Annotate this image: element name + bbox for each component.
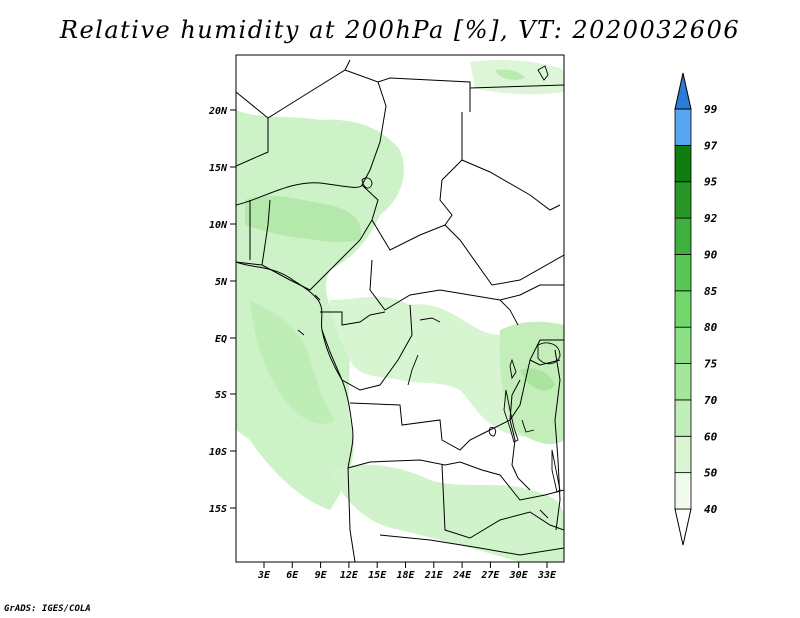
colorbar-bin bbox=[674, 435, 692, 474]
colorbar-label: 95 bbox=[704, 176, 718, 189]
colorbar-bin bbox=[674, 363, 692, 401]
humidity-core-west bbox=[245, 195, 361, 243]
humidity-core-lakes bbox=[520, 368, 555, 391]
colorbar-label: 90 bbox=[704, 248, 718, 261]
lat-label: 15N bbox=[209, 163, 228, 174]
grads-credit: GrADS: IGES/COLA bbox=[4, 604, 91, 614]
colorbar-bin bbox=[674, 399, 692, 437]
colorbar-bin bbox=[674, 144, 692, 183]
lon-label: 24E bbox=[452, 570, 472, 581]
colorbar-bin bbox=[674, 290, 692, 328]
lat-label: EQ bbox=[215, 334, 227, 345]
lake-kivu bbox=[509, 358, 517, 380]
humidity-region-congo bbox=[330, 296, 557, 437]
colorbar-label: 80 bbox=[704, 321, 718, 334]
lat-label: 10N bbox=[209, 220, 228, 231]
colorbar-max-triangle bbox=[674, 72, 692, 110]
colorbar-label: 85 bbox=[704, 285, 718, 298]
lake-tanganyika bbox=[503, 389, 519, 443]
colorbar-bin bbox=[674, 217, 692, 255]
colorbar-bin bbox=[674, 254, 692, 292]
colorbar-min-triangle bbox=[674, 508, 692, 546]
colorbar-label: 97 bbox=[704, 139, 718, 152]
lon-label: 27E bbox=[480, 570, 500, 581]
lon-label: 15E bbox=[368, 570, 387, 581]
colorbar-bin bbox=[674, 108, 692, 146]
humidity-core-north bbox=[495, 69, 525, 80]
lake-north bbox=[537, 65, 549, 81]
lake-chad bbox=[361, 177, 373, 189]
lat-label: 5S bbox=[215, 390, 227, 401]
map-title: Relative humidity at 200hPa [%], VT: 202… bbox=[59, 16, 741, 44]
lake-victoria bbox=[537, 342, 561, 365]
colorbar-bin bbox=[674, 181, 692, 219]
lat-label: 15S bbox=[209, 504, 227, 515]
latitude-axis: 20N 15N 10N 5N EQ 5S 10S 15S bbox=[208, 106, 236, 515]
lat-label: 5N bbox=[215, 277, 228, 288]
colorbar-label: 75 bbox=[704, 358, 718, 371]
country-borders bbox=[236, 59, 564, 562]
humidity-core-coast bbox=[250, 300, 335, 424]
longitude-axis: 3E 6E 9E 12E 15E 18E 21E 24E 27E 30E 33E bbox=[257, 562, 557, 581]
colorbar-label: 60 bbox=[704, 430, 718, 443]
coastline bbox=[236, 261, 354, 469]
lake-mweru bbox=[488, 427, 497, 437]
colorbar-label: 50 bbox=[704, 467, 718, 480]
lon-label: 18E bbox=[396, 570, 415, 581]
humidity-shading bbox=[236, 60, 564, 562]
river-network bbox=[297, 294, 549, 519]
lon-label: 12E bbox=[340, 570, 359, 581]
lat-label: 10S bbox=[209, 447, 227, 458]
lon-label: 9E bbox=[315, 570, 328, 581]
lon-label: 21E bbox=[424, 570, 444, 581]
colorbar: 40 50 60 70 75 80 85 90 92 95 97 99 bbox=[674, 72, 718, 546]
lat-label: 20N bbox=[208, 106, 228, 117]
colorbar-bin bbox=[674, 472, 692, 510]
lon-label: 6E bbox=[286, 570, 299, 581]
lon-label: 3E bbox=[257, 570, 271, 581]
map-frame bbox=[235, 54, 565, 563]
colorbar-label: 70 bbox=[704, 394, 718, 407]
colorbar-bin bbox=[674, 326, 692, 364]
colorbar-label: 40 bbox=[704, 503, 718, 516]
lon-label: 30E bbox=[509, 570, 529, 581]
humidity-region-south bbox=[330, 464, 564, 562]
colorbar-label: 99 bbox=[704, 103, 718, 116]
lon-label: 33E bbox=[537, 570, 557, 581]
colorbar-label: 92 bbox=[704, 212, 718, 225]
lakes bbox=[297, 65, 561, 519]
lake-malawi bbox=[551, 449, 561, 493]
